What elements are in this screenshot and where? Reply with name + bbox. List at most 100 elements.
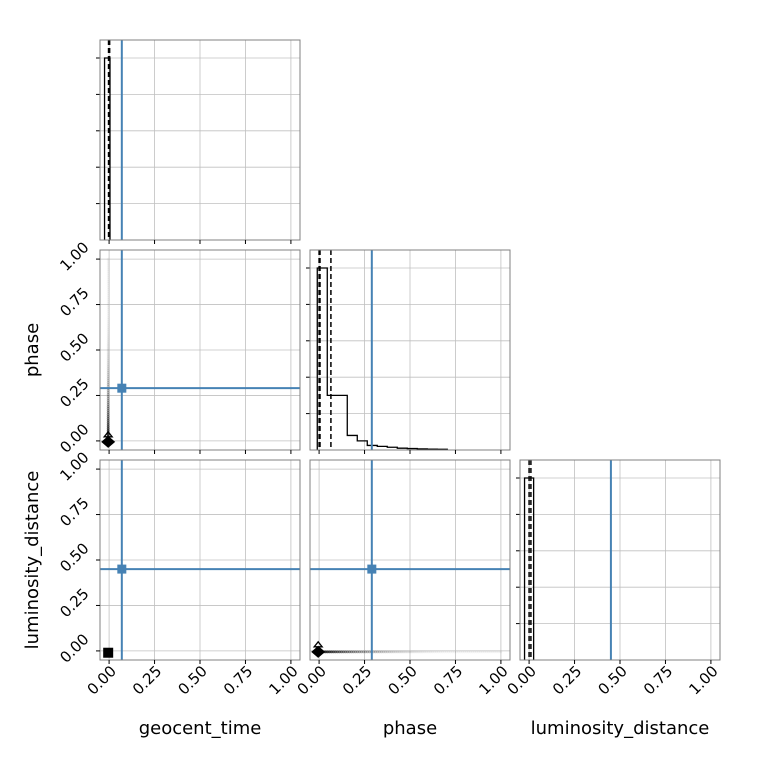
sample-point — [376, 650, 380, 654]
sample-point — [106, 370, 110, 374]
sample-point — [106, 285, 110, 289]
x-tick-label: 0.50 — [174, 662, 210, 698]
x-tick-label: 1.00 — [475, 662, 511, 698]
sample-point — [384, 650, 388, 654]
y-tick-label: 0.00 — [56, 420, 92, 456]
truth-marker — [117, 564, 127, 574]
sample-point — [430, 650, 434, 654]
density-core — [101, 435, 116, 448]
sample-point — [106, 421, 110, 425]
sample-point — [469, 650, 473, 654]
sample-point — [106, 296, 110, 299]
sample-point — [382, 650, 386, 654]
sample-point — [465, 650, 468, 654]
sample-point — [106, 372, 110, 376]
sample-point — [350, 650, 353, 654]
sample-point — [424, 650, 428, 654]
sample-point — [106, 352, 110, 356]
sample-point — [329, 650, 333, 654]
sample-point — [337, 650, 341, 654]
sample-point — [372, 650, 376, 654]
x-tick-label: 0.00 — [294, 662, 330, 698]
sample-point — [449, 650, 452, 654]
sample-point — [106, 277, 110, 281]
sample-point — [106, 271, 110, 275]
sample-point — [491, 650, 495, 654]
x-tick-label: 0.25 — [129, 662, 165, 698]
sample-point — [106, 378, 110, 382]
sample-point — [477, 650, 481, 654]
sample-point — [453, 650, 456, 654]
sample-point — [106, 344, 110, 348]
sample-point — [442, 650, 446, 654]
x-axis-label-phase: phase — [383, 718, 437, 739]
y-tick-label: 0.75 — [56, 494, 92, 530]
panel-geocent_time-vs-phase: 0.00 0.25 0.50 0.75 1.00 — [56, 238, 301, 457]
sample-point — [106, 287, 110, 291]
sample-point — [106, 322, 110, 326]
x-tick-label: 0.75 — [220, 662, 256, 698]
sample-point — [354, 650, 357, 654]
panel-luminosity_distance-vs-luminosity_distance: 0.00 0.25 0.50 0.75 1.00 — [504, 459, 722, 698]
sample-point — [106, 425, 110, 429]
sample-point — [106, 417, 110, 421]
sample-point — [106, 265, 110, 269]
sample-point — [106, 310, 110, 314]
sample-point — [386, 650, 390, 654]
sample-point — [444, 650, 448, 654]
y-tick-label: 0.25 — [56, 375, 92, 411]
sample-point — [106, 419, 110, 423]
sample-point — [400, 650, 404, 654]
sample-point — [106, 290, 110, 293]
sample-point — [106, 275, 110, 279]
sample-point — [489, 650, 493, 654]
sample-point — [471, 650, 475, 654]
x-tick-label: 1.00 — [685, 662, 721, 698]
sample-point — [428, 650, 432, 654]
sample-point — [388, 650, 392, 654]
x-tick-label: 0.25 — [549, 662, 585, 698]
density-core — [103, 647, 114, 658]
sample-point — [499, 650, 503, 654]
sample-point — [325, 650, 329, 654]
sample-point — [106, 346, 110, 350]
sample-point — [106, 326, 110, 330]
sample-point — [106, 366, 110, 370]
sample-point — [106, 318, 110, 322]
sample-point — [106, 336, 110, 340]
sample-point — [106, 409, 110, 413]
sample-point — [106, 267, 110, 271]
sample-point — [368, 650, 371, 654]
density-contour — [312, 640, 324, 648]
sample-point — [327, 650, 331, 654]
sample-point — [487, 650, 491, 654]
sample-point — [106, 401, 110, 404]
sample-point — [352, 650, 355, 654]
sample-point — [106, 332, 110, 336]
sample-point — [475, 650, 479, 654]
sample-point — [106, 403, 110, 406]
sample-point — [459, 650, 462, 654]
sample-point — [473, 650, 477, 654]
x-tick-label: 0.75 — [430, 662, 466, 698]
y-axis-label-phase: phase — [22, 323, 43, 377]
y-axis-label-luminosity-distance: luminosity_distance — [22, 471, 43, 650]
x-tick-label: 0.25 — [339, 662, 375, 698]
y-tick-label: 0.50 — [56, 539, 92, 575]
sample-point — [404, 650, 408, 654]
sample-point — [106, 393, 110, 396]
sample-point — [106, 342, 110, 346]
sample-point — [106, 391, 110, 394]
panel-phase-vs-phase — [306, 249, 511, 454]
sample-point — [412, 650, 416, 654]
sample-point — [356, 650, 359, 654]
sample-point — [398, 650, 402, 654]
sample-point — [378, 650, 382, 654]
sample-point — [451, 650, 454, 654]
density-contour — [102, 430, 114, 438]
sample-point — [106, 389, 110, 392]
sample-point — [106, 360, 110, 364]
sample-point — [410, 650, 414, 654]
truth-marker — [367, 564, 377, 574]
sample-point — [358, 650, 361, 654]
